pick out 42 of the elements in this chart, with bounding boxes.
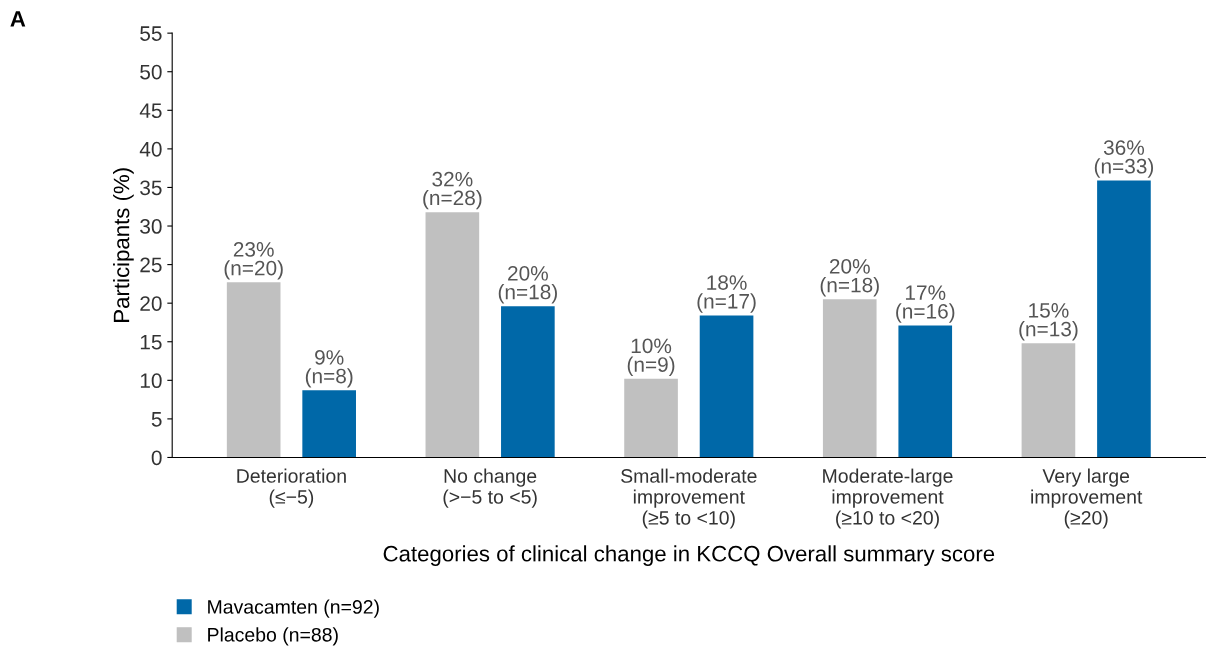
data-label: 36% (n=33) <box>1094 140 1154 178</box>
x-tick-label: No change (>−5 to <5) <box>443 468 537 508</box>
x-axis-title: Categories of clinical change in KCCQ Overall summary score <box>383 545 995 566</box>
bar <box>699 315 754 458</box>
y-tick-label: 25 <box>140 257 162 273</box>
x-tick-label: Deterioration (≤−5) <box>237 468 346 508</box>
x-tick-label: Moderate-large improvement (≥10 to <20) <box>823 468 953 529</box>
bar <box>302 390 356 458</box>
y-tick-label: 20 <box>140 296 162 311</box>
data-label: 9% (n=8) <box>305 350 353 388</box>
bar <box>822 299 877 458</box>
bar <box>1097 180 1151 458</box>
text: A <box>10 11 26 27</box>
y-tick-label: 10 <box>140 373 162 389</box>
x-tick-label: Small-moderate improvement (≥5 to <10) <box>621 468 757 529</box>
data-label: 15% (n=13) <box>1019 303 1078 341</box>
bar <box>501 306 555 458</box>
y-tick-label: 55 <box>140 26 162 41</box>
bar <box>226 282 281 458</box>
y-tick-label: 35 <box>140 180 162 196</box>
bar <box>1021 343 1076 458</box>
bar <box>425 212 480 458</box>
legend-label: Placebo (n=88) <box>208 627 338 646</box>
x-tick-label: Very large improvement (≥20) <box>1031 468 1143 529</box>
data-label: 10% (n=9) <box>627 338 675 376</box>
legend-label: Mavacamten (n=92) <box>208 599 379 618</box>
y-tick-label: 50 <box>140 64 162 80</box>
y-tick-label: 30 <box>140 219 162 234</box>
y-tick-label: 0 <box>151 450 162 466</box>
bar <box>898 325 953 458</box>
data-label: 32% (n=28) <box>423 171 482 210</box>
data-label: 20% (n=18) <box>498 265 557 304</box>
y-tick-label: 45 <box>139 103 162 119</box>
data-label: 23% (n=20) <box>224 242 283 280</box>
y-tick-label: 5 <box>151 412 162 427</box>
data-label: 17% (n=16) <box>896 285 955 323</box>
data-label: 20% (n=18) <box>820 259 879 297</box>
data-label: 18% (n=17) <box>697 275 756 313</box>
y-tick-label: 15 <box>140 334 162 350</box>
bar <box>624 378 678 458</box>
y-tick-label: 40 <box>139 141 162 157</box>
y-axis-title: Participants (%) <box>113 168 134 322</box>
